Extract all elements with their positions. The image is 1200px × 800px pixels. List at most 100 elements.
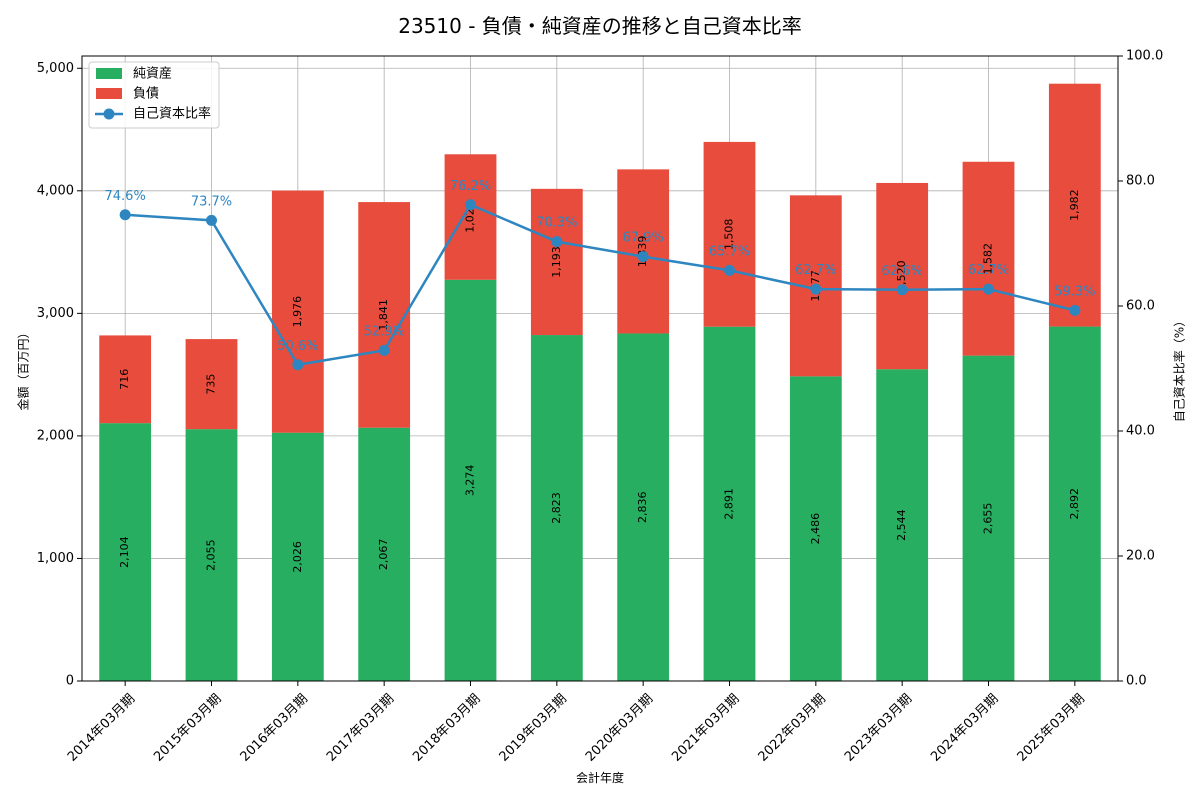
bar-label-net-assets: 3,274 <box>464 465 477 497</box>
ratio-label: 50.6% <box>277 339 318 354</box>
x-axis-title: 会計年度 <box>576 770 624 785</box>
ratio-point <box>637 251 649 263</box>
bar-net-assets <box>876 369 929 681</box>
bar-net-assets <box>444 279 497 681</box>
bar-net-assets <box>271 432 324 681</box>
legend-label-ratio: 自己資本比率 <box>133 106 211 122</box>
x-tick-label: 2025年03月期 <box>1015 691 1088 764</box>
x-tick-label: 2024年03月期 <box>928 691 1001 764</box>
bar-label-net-assets: 2,026 <box>291 541 304 573</box>
legend-label-liabilities: 負債 <box>133 87 159 102</box>
bar-label-liabilities: 1,976 <box>291 296 304 328</box>
ratio-label: 52.9% <box>364 324 405 339</box>
right-tick-label: 40.0 <box>1126 424 1155 439</box>
legend-swatch-liabilities <box>96 88 122 99</box>
bar-label-net-assets: 2,486 <box>809 513 822 545</box>
legend-swatch-ratio-marker <box>103 108 115 120</box>
bar-liabilities <box>876 182 929 370</box>
bar-liabilities <box>444 154 497 280</box>
bar-liabilities <box>1048 83 1101 327</box>
bar-liabilities <box>962 161 1015 356</box>
bar-net-assets <box>789 376 842 681</box>
right-tick-label: 0.0 <box>1126 674 1147 689</box>
ratio-point <box>810 283 822 295</box>
right-tick-label: 60.0 <box>1126 299 1155 314</box>
ratio-point <box>551 236 563 248</box>
left-tick-label: 3,000 <box>37 306 74 321</box>
ratio-label: 59.3% <box>1054 284 1095 299</box>
ratio-point <box>1069 304 1081 316</box>
left-tick-label: 2,000 <box>37 428 74 443</box>
bar-net-assets <box>962 355 1015 681</box>
bar-net-assets <box>530 335 583 681</box>
bar-label-net-assets: 2,892 <box>1068 488 1081 520</box>
left-tick-label: 0 <box>66 674 74 689</box>
ratio-point <box>983 283 994 295</box>
x-tick-label: 2015年03月期 <box>151 691 224 764</box>
ratio-label: 62.7% <box>968 263 1009 278</box>
bar-net-assets <box>185 429 238 681</box>
bar-label-net-assets: 2,836 <box>636 491 649 522</box>
bar-label-liabilities: 735 <box>205 374 218 395</box>
bar-label-net-assets: 2,544 <box>895 509 908 541</box>
ratio-label: 74.6% <box>105 189 146 204</box>
chart-title: 23510 - 負債・純資産の推移と自己資本比率 <box>398 14 802 38</box>
left-tick-label: 5,000 <box>37 61 74 76</box>
bar-label-net-assets: 2,067 <box>377 539 390 571</box>
ratio-label: 70.3% <box>536 216 577 231</box>
ratio-point <box>378 344 390 356</box>
legend-swatch-net-assets <box>96 68 122 79</box>
x-tick-label: 2020年03月期 <box>583 691 656 764</box>
bar-label-liabilities: 1,193 <box>550 246 563 278</box>
x-tick-label: 2016年03月期 <box>238 691 311 764</box>
x-tick-label: 2014年03月期 <box>65 691 138 764</box>
ratio-point <box>206 214 217 226</box>
ratio-point <box>292 359 304 371</box>
bar-net-assets <box>703 326 756 681</box>
left-axis-title: 金額（百万円） <box>16 326 31 410</box>
right-tick-label: 100.0 <box>1126 49 1163 64</box>
ratio-label: 62.7% <box>795 263 836 278</box>
bar-liabilities <box>358 202 411 428</box>
bar-label-net-assets: 2,823 <box>550 492 563 524</box>
plot-frame <box>81 55 1119 682</box>
ratio-label: 73.7% <box>191 194 232 209</box>
left-tick-label: 4,000 <box>37 183 74 198</box>
ratio-label: 65.7% <box>709 244 750 259</box>
bar-label-liabilities: 1,841 <box>377 299 390 331</box>
bar-label-liabilities: 1,508 <box>723 219 736 251</box>
x-tick-label: 2018年03月期 <box>410 691 483 764</box>
ratio-point <box>896 284 908 296</box>
bar-liabilities <box>530 188 583 336</box>
ratio-label: 62.6% <box>882 264 923 279</box>
bar-label-liabilities: 716 <box>118 369 131 390</box>
x-tick-label: 2017年03月期 <box>324 691 397 764</box>
right-tick-label: 80.0 <box>1126 174 1155 189</box>
left-tick-label: 1,000 <box>37 551 74 566</box>
bar-net-assets <box>358 427 411 681</box>
bars-layer <box>99 83 1101 681</box>
bar-label-net-assets: 2,891 <box>723 488 736 519</box>
ratio-label: 76.2% <box>450 179 491 194</box>
bar-label-net-assets: 2,055 <box>205 539 218 571</box>
ratio-line <box>125 203 1076 367</box>
bar-net-assets <box>617 333 670 681</box>
legend-label-net-assets: 純資産 <box>133 66 172 82</box>
bar-label-liabilities: 1,582 <box>982 243 995 275</box>
x-tick-label: 2019年03月期 <box>497 691 570 764</box>
bar-liabilities <box>99 335 152 424</box>
bar-liabilities <box>703 141 756 327</box>
x-tick-label: 2022年03月期 <box>756 691 829 764</box>
ratio-point <box>119 209 131 221</box>
bar-label-liabilities: 1,982 <box>1068 189 1081 221</box>
x-tick-label: 2023年03月期 <box>842 691 915 764</box>
ratio-label: 67.9% <box>623 231 664 246</box>
bar-label-net-assets: 2,655 <box>982 503 995 535</box>
ratio-point <box>724 264 735 276</box>
ratio-point <box>465 199 476 211</box>
bar-label-net-assets: 2,104 <box>118 536 131 568</box>
x-tick-label: 2021年03月期 <box>669 691 742 764</box>
bar-liabilities <box>271 190 324 433</box>
